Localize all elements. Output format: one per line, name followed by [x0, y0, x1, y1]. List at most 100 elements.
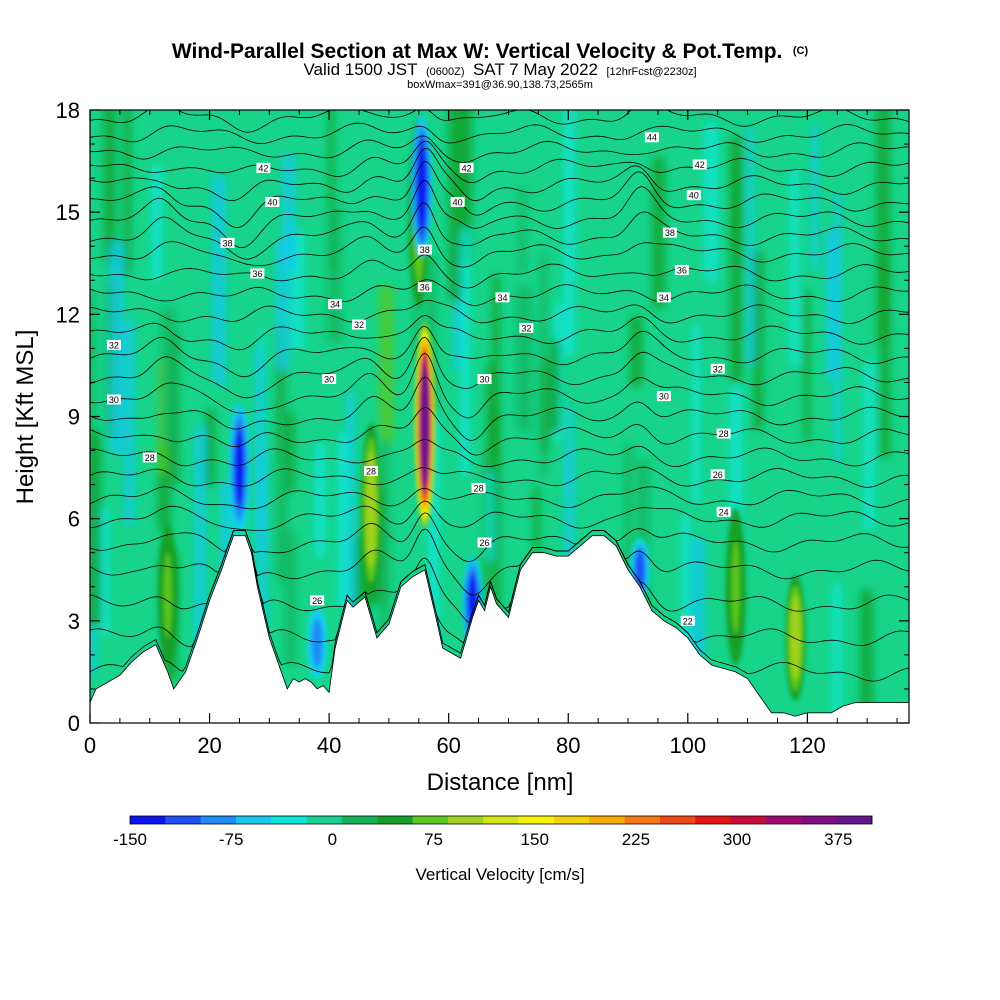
- colorbar-segment: [730, 816, 767, 824]
- field-streak: [747, 126, 754, 366]
- field-streak: [876, 110, 891, 343]
- title-block: Wind-Parallel Section at Max W: Vertical…: [172, 40, 809, 91]
- contour-label-bg: [417, 282, 432, 293]
- theta-contour-label: 30: [106, 394, 121, 405]
- contour-label-bg: [471, 483, 486, 494]
- field-streak: [212, 175, 226, 386]
- theta-contour-line: [90, 376, 909, 441]
- contour-label-bg: [644, 132, 659, 143]
- theta-contour-label: 34: [656, 292, 671, 303]
- field-streak: [281, 153, 296, 271]
- field-streak: [703, 122, 718, 283]
- theta-contour-line: [90, 122, 909, 145]
- theta-contour-label: 32: [710, 363, 725, 374]
- contour-label-text: 22: [683, 616, 693, 626]
- y-tick-label: 0: [68, 711, 80, 736]
- x-tick-label: 80: [556, 733, 580, 758]
- colorbar-segment: [130, 816, 166, 824]
- theta-contour-line: [90, 528, 909, 596]
- contour-label-text: 40: [453, 197, 463, 207]
- contour-label-text: 32: [354, 320, 364, 330]
- field-streak: [205, 408, 216, 488]
- theta-contour-line: [90, 140, 909, 184]
- theta-contour-line: [90, 325, 909, 378]
- colorbar-segment: [660, 816, 696, 824]
- field-streak: [379, 285, 394, 444]
- theta-contour-line: [90, 466, 909, 488]
- plot-area: 4240383634323230302828264240383634323028…: [56, 98, 910, 758]
- contour-label-bg: [450, 196, 465, 207]
- field-streak: [90, 431, 102, 626]
- field-streak: [103, 110, 116, 266]
- theta-contour-label: 26: [710, 469, 725, 480]
- colorbar-tick-label: 300: [723, 830, 751, 849]
- contour-label-bg: [352, 319, 367, 330]
- y-tick-label: 3: [68, 609, 80, 634]
- theta-contour-label: 36: [417, 282, 432, 293]
- chart-title-suffix: (C): [793, 45, 809, 57]
- theta-contour-label: 32: [106, 339, 121, 350]
- updraft-plume: [731, 539, 740, 634]
- contour-label-text: 30: [109, 395, 119, 405]
- contour-label-text: 42: [258, 163, 268, 173]
- contour-label-text: 30: [659, 392, 669, 402]
- theta-contour-label: 42: [256, 162, 271, 173]
- field-streak: [337, 432, 350, 608]
- contour-label-bg: [142, 452, 157, 463]
- contour-label-text: 32: [109, 340, 119, 350]
- contour-label-text: 32: [713, 364, 723, 374]
- contour-label-bg: [459, 162, 474, 173]
- theta-contour-line: [90, 352, 909, 419]
- theta-contour-label: 44: [644, 132, 659, 143]
- theta-contour-line: [90, 110, 909, 133]
- theta-contour-label: 36: [674, 265, 689, 276]
- field-streak: [651, 156, 666, 310]
- theta-contour-label: 40: [450, 196, 465, 207]
- theta-contour-line: [90, 406, 909, 456]
- field-streak: [151, 164, 163, 282]
- field-streak: [327, 205, 343, 343]
- colorbar-tick-label: -150: [113, 830, 147, 849]
- contour-label-text: 28: [474, 484, 484, 494]
- theta-contour-line: [90, 439, 909, 468]
- contour-label-text: 34: [497, 293, 507, 303]
- theta-contour-label: 26: [310, 595, 325, 606]
- colorbar-segment: [448, 816, 484, 824]
- theta-contour-label: 34: [495, 292, 510, 303]
- field-streak: [730, 136, 743, 383]
- contour-label-bg: [417, 244, 432, 255]
- theta-contour-label: 22: [680, 615, 695, 626]
- field-streak: [286, 411, 295, 493]
- field-streak: [540, 253, 548, 478]
- contour-label-bg: [106, 394, 121, 405]
- contour-label-bg: [328, 299, 343, 310]
- contour-label-text: 34: [330, 300, 340, 310]
- field-streak: [803, 289, 811, 442]
- terrain-mask: [89, 535, 910, 724]
- contour-label-bg: [710, 363, 725, 374]
- colorbar: -150 -75 0 75 150 225 300 375: [113, 815, 873, 849]
- contour-label-text: 38: [665, 228, 675, 238]
- contour-label-text: 38: [222, 238, 232, 248]
- contour-label-text: 26: [713, 470, 723, 480]
- colorbar-tick-label: 0: [328, 830, 337, 849]
- contour-label-bg: [656, 292, 671, 303]
- field-streak: [275, 352, 288, 582]
- contour-label-text: 30: [324, 375, 334, 385]
- contour-label-text: 26: [312, 596, 322, 606]
- field-streak: [124, 319, 135, 527]
- colorbar-tick-label: 150: [521, 830, 549, 849]
- theta-contour-label: 26: [477, 537, 492, 548]
- theta-contour-label: 34: [328, 299, 343, 310]
- theta-contour-label: 40: [265, 196, 280, 207]
- colorbar-segment: [695, 816, 731, 824]
- field-streak: [790, 167, 800, 367]
- contour-label-text: 30: [480, 375, 490, 385]
- contour-label-bg: [310, 595, 325, 606]
- colorbar-segment: [483, 816, 519, 824]
- contour-label-text: 44: [647, 133, 657, 143]
- x-tick-label: 60: [436, 733, 460, 758]
- theta-contour-label: 28: [471, 483, 486, 494]
